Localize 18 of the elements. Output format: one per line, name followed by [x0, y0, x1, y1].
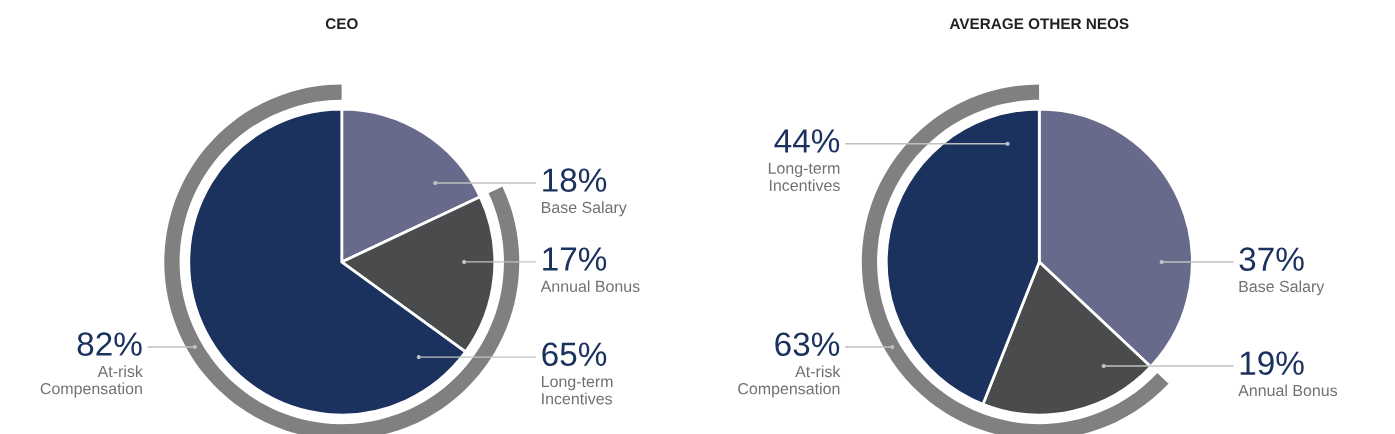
slice-label: Long-term Incentives — [768, 162, 840, 192]
data-label: 37% — [1239, 247, 1304, 271]
data-label: 65% — [542, 342, 607, 367]
slice-label: Base Salary — [1239, 280, 1325, 296]
slice-label: Long-term Incentives — [541, 376, 613, 405]
slice-label: Annual Bonus — [540, 280, 640, 293]
slice-label: At-risk Compensation — [40, 365, 143, 398]
data-label: 63% — [775, 332, 840, 357]
data-label: 18% — [543, 168, 607, 192]
slice-label: Annual Bonus — [1238, 384, 1338, 397]
data-label: 19% — [1240, 351, 1304, 375]
slice-label: Base Salary — [541, 201, 627, 217]
chart-title: AVERAGE OTHER NEOS — [949, 18, 1129, 30]
slice-label: At-risk Compensation — [738, 365, 841, 398]
chart-title: CEO — [325, 18, 358, 30]
data-label: 44% — [774, 129, 840, 153]
data-label: 82% — [77, 332, 142, 356]
data-label: 17% — [543, 247, 607, 271]
